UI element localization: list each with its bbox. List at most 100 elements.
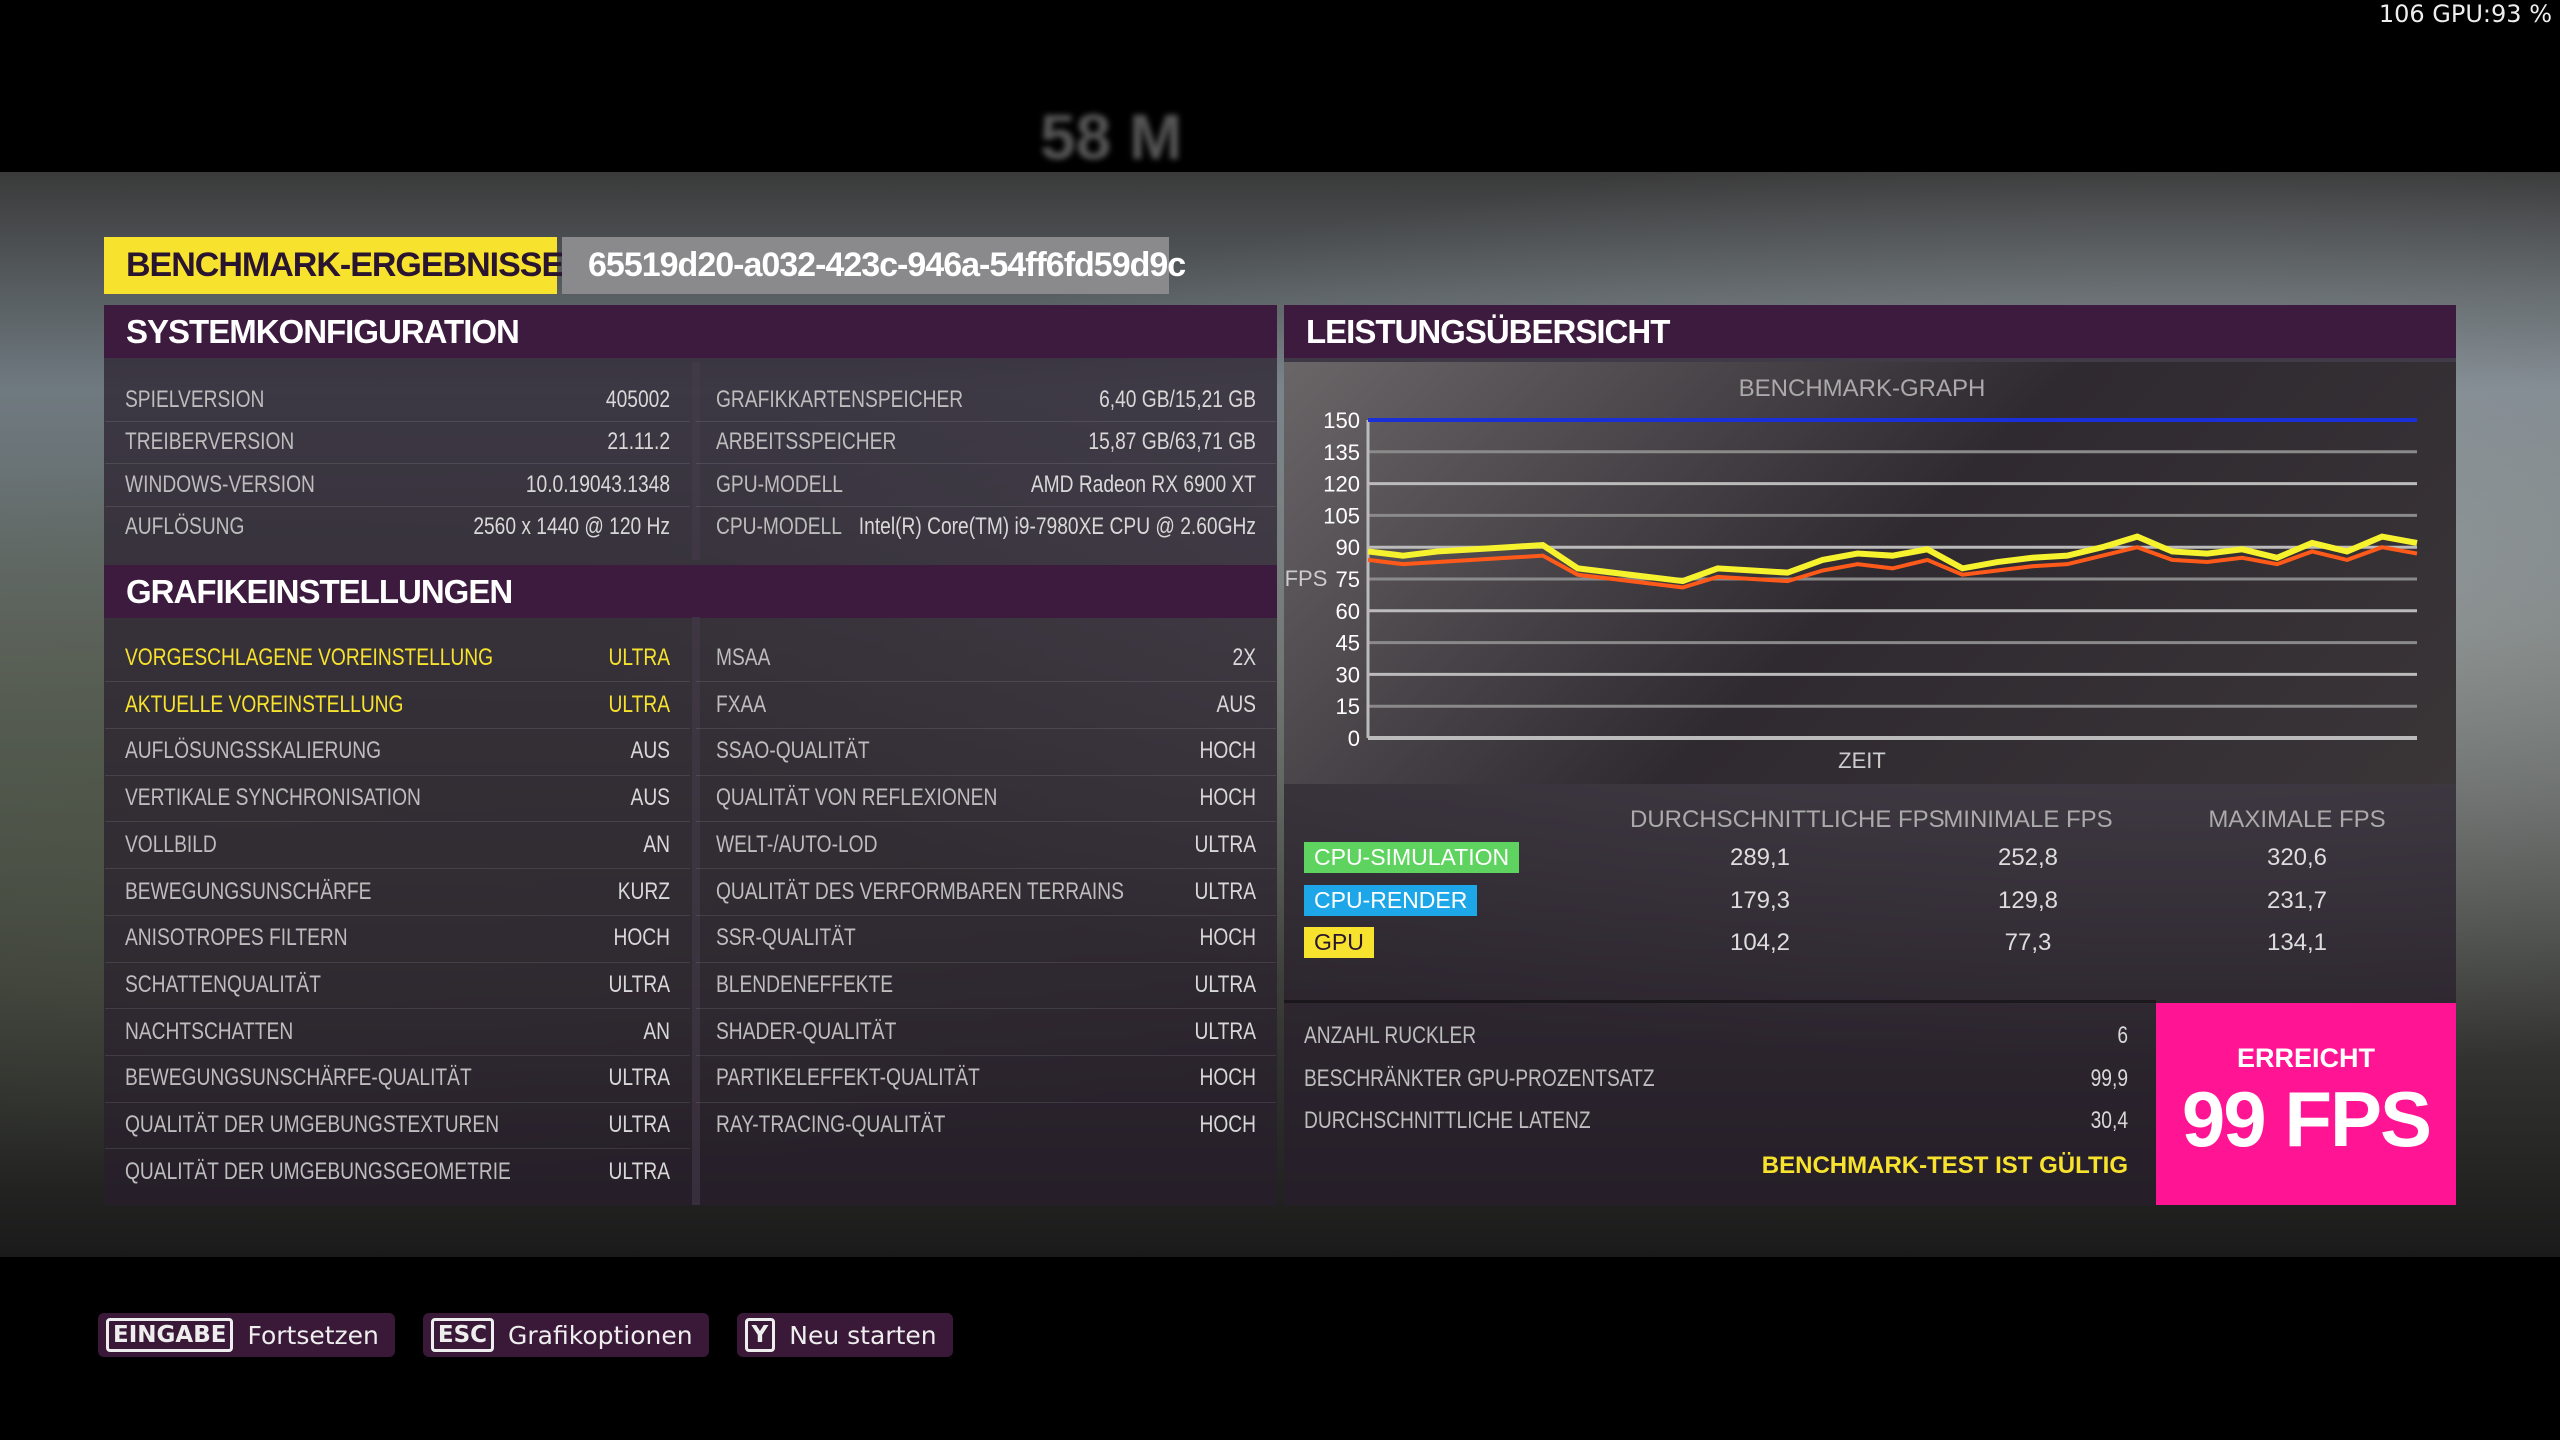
setting-row: RAY-TRACING-QUALITÄT HOCH (716, 1103, 1256, 1147)
avg-fps-value: 289,1 (1729, 844, 1791, 871)
stat-row: BESCHRÄNKTER GPU-PROZENTSATZ 99,9 (1304, 1057, 2128, 1101)
stat-label: BESCHRÄNKTER GPU-PROZENTSATZ (1304, 1064, 1655, 1092)
graphics-settings-heading: GRAFIKEINSTELLUNGEN (104, 565, 1277, 618)
setting-row: VOLLBILD AN (125, 823, 670, 867)
setting-value: 2560 x 1440 @ 120 Hz (473, 512, 670, 540)
column-divider (692, 617, 700, 1205)
setting-row: AUFLÖSUNGSSKALIERUNG AUS (125, 729, 670, 773)
legend-badge: GPU (1304, 927, 1374, 958)
setting-label: WELT-/AUTO-LOD (716, 830, 878, 858)
setting-value: 6,40 GB/15,21 GB (1099, 386, 1256, 413)
row-divider (696, 1101, 1276, 1103)
setting-value: Intel(R) Core(TM) i9-7980XE CPU @ 2.60GH… (858, 512, 1256, 540)
max-fps-value: 231,7 (2266, 886, 2328, 914)
row-divider (105, 961, 690, 963)
tab-benchmark-results[interactable]: BENCHMARK-ERGEBNISSE (104, 237, 564, 294)
row-divider (105, 821, 690, 823)
setting-row: BLENDENEFFEKTE ULTRA (716, 963, 1256, 1007)
setting-value: 15,87 GB/63,71 GB (1088, 428, 1256, 456)
y-tick-label: 60 (1336, 599, 1360, 624)
key-hint-icon: ESC (430, 1318, 495, 1352)
setting-label: BEWEGUNGSUNSCHÄRFE-QUALITÄT (125, 1064, 472, 1092)
setting-row: QUALITÄT DES VERFORMBAREN TERRAINS ULTRA (716, 870, 1256, 914)
setting-label: ARBEITSSPEICHER (716, 428, 897, 456)
setting-label: VOLLBILD (125, 830, 217, 858)
legend-badge: CPU-SIMULATION (1304, 842, 1520, 873)
row-divider (105, 1054, 690, 1056)
row-divider (696, 1008, 1276, 1010)
y-tick-label: 30 (1336, 662, 1360, 687)
key-hint-icon: Y (744, 1318, 776, 1352)
performance-overlay: 106 GPU:93 % (2378, 0, 2552, 28)
button-label: Neu starten (789, 1320, 937, 1350)
y-tick-label: 15 (1336, 694, 1360, 719)
setting-row: VORGESCHLAGENE VOREINSTELLUNG ULTRA (125, 636, 670, 680)
setting-row: NACHTSCHATTEN AN (125, 1010, 670, 1054)
row-divider (696, 961, 1276, 963)
setting-value: HOCH (613, 924, 670, 952)
grafikoptionen-button[interactable]: ESC Grafikoptionen (422, 1313, 709, 1357)
setting-row: QUALITÄT DER UMGEBUNGSTEXTUREN ULTRA (125, 1103, 670, 1147)
setting-value: HOCH (1199, 737, 1256, 765)
setting-value: ULTRA (608, 1157, 670, 1185)
setting-label: AUFLÖSUNG (125, 512, 245, 540)
fortsetzen-button[interactable]: EINGABE Fortsetzen (98, 1313, 395, 1357)
setting-row: CPU-MODELL Intel(R) Core(TM) i9-7980XE CP… (716, 505, 1256, 549)
avg-fps-value: 179,3 (1729, 886, 1791, 914)
benchmark-run-id: 65519d20-a032-423c-946a-54ff6fd59d9c (562, 237, 1186, 294)
row-divider (105, 1101, 690, 1103)
achieved-label: ERREICHT (2236, 1043, 2375, 1073)
setting-row: QUALITÄT DER UMGEBUNGSGEOMETRIE ULTRA (125, 1150, 670, 1194)
setting-label: SCHATTENQUALITÄT (125, 970, 321, 998)
setting-label: QUALITÄT DER UMGEBUNGSGEOMETRIE (125, 1157, 511, 1185)
setting-value: ULTRA (1194, 877, 1256, 905)
setting-value: HOCH (1199, 924, 1256, 952)
stat-value: 99,9 (2090, 1064, 2128, 1092)
y-tick-label: 0 (1348, 726, 1360, 751)
setting-label: SHADER-QUALITÄT (716, 1017, 897, 1045)
stat-row: ANZAHL RUCKLER 6 (1304, 1014, 2128, 1058)
setting-label: BLENDENEFFEKTE (716, 970, 894, 998)
setting-row: ANISOTROPES FILTERN HOCH (125, 916, 670, 960)
row-divider (696, 821, 1276, 823)
row-divider (696, 505, 1276, 507)
row-divider (105, 463, 690, 465)
setting-value: 10.0.19043.1348 (525, 470, 670, 498)
row-divider (696, 728, 1276, 730)
min-fps-value: 129,8 (1997, 886, 2059, 914)
button-label: Fortsetzen (247, 1320, 379, 1350)
y-tick-label: 105 (1323, 503, 1360, 528)
neu-starten-button[interactable]: Y Neu starten (736, 1313, 953, 1357)
row-divider (105, 1148, 690, 1150)
setting-value: ULTRA (608, 1064, 670, 1092)
max-fps-value: 320,6 (2266, 844, 2328, 871)
row-divider (696, 868, 1276, 870)
setting-label: VORGESCHLAGENE VOREINSTELLUNG (125, 644, 494, 671)
stat-row: DURCHSCHNITTLICHE LATENZ 30,4 (1304, 1099, 2128, 1143)
setting-label: AKTUELLE VOREINSTELLUNG (125, 690, 404, 718)
y-tick-label: 135 (1323, 440, 1360, 465)
setting-row: AUFLÖSUNG 2560 x 1440 @ 120 Hz (125, 505, 670, 549)
setting-row: BEWEGUNGSUNSCHÄRFE-QUALITÄT ULTRA (125, 1056, 670, 1100)
setting-row: AKTUELLE VOREINSTELLUNG ULTRA (125, 683, 670, 727)
row-divider (696, 681, 1276, 683)
setting-label: NACHTSCHATTEN (125, 1017, 294, 1045)
setting-value: AN (643, 830, 670, 858)
setting-row: PARTIKELEFFEKT-QUALITÄT HOCH (716, 1056, 1256, 1100)
setting-value: HOCH (1199, 1111, 1256, 1138)
setting-label: QUALITÄT DER UMGEBUNGSTEXTUREN (125, 1111, 500, 1138)
setting-label: RAY-TRACING-QUALITÄT (716, 1111, 946, 1138)
chart-title: BENCHMARK-GRAPH (1739, 375, 1986, 402)
setting-value: ULTRA (608, 970, 670, 998)
key-hint-icon: EINGABE (106, 1318, 234, 1352)
setting-value: ULTRA (608, 1111, 670, 1138)
setting-label: BEWEGUNGSUNSCHÄRFE (125, 877, 372, 905)
setting-value: 21.11.2 (607, 428, 670, 456)
row-divider (696, 774, 1276, 776)
row-divider (105, 914, 690, 916)
avg-fps-value: 104,2 (1729, 929, 1791, 956)
series-line (1367, 533, 2418, 585)
stat-label: ANZAHL RUCKLER (1304, 1022, 1477, 1049)
setting-row: WELT-/AUTO-LOD ULTRA (716, 823, 1256, 867)
setting-value: HOCH (1199, 1064, 1256, 1092)
